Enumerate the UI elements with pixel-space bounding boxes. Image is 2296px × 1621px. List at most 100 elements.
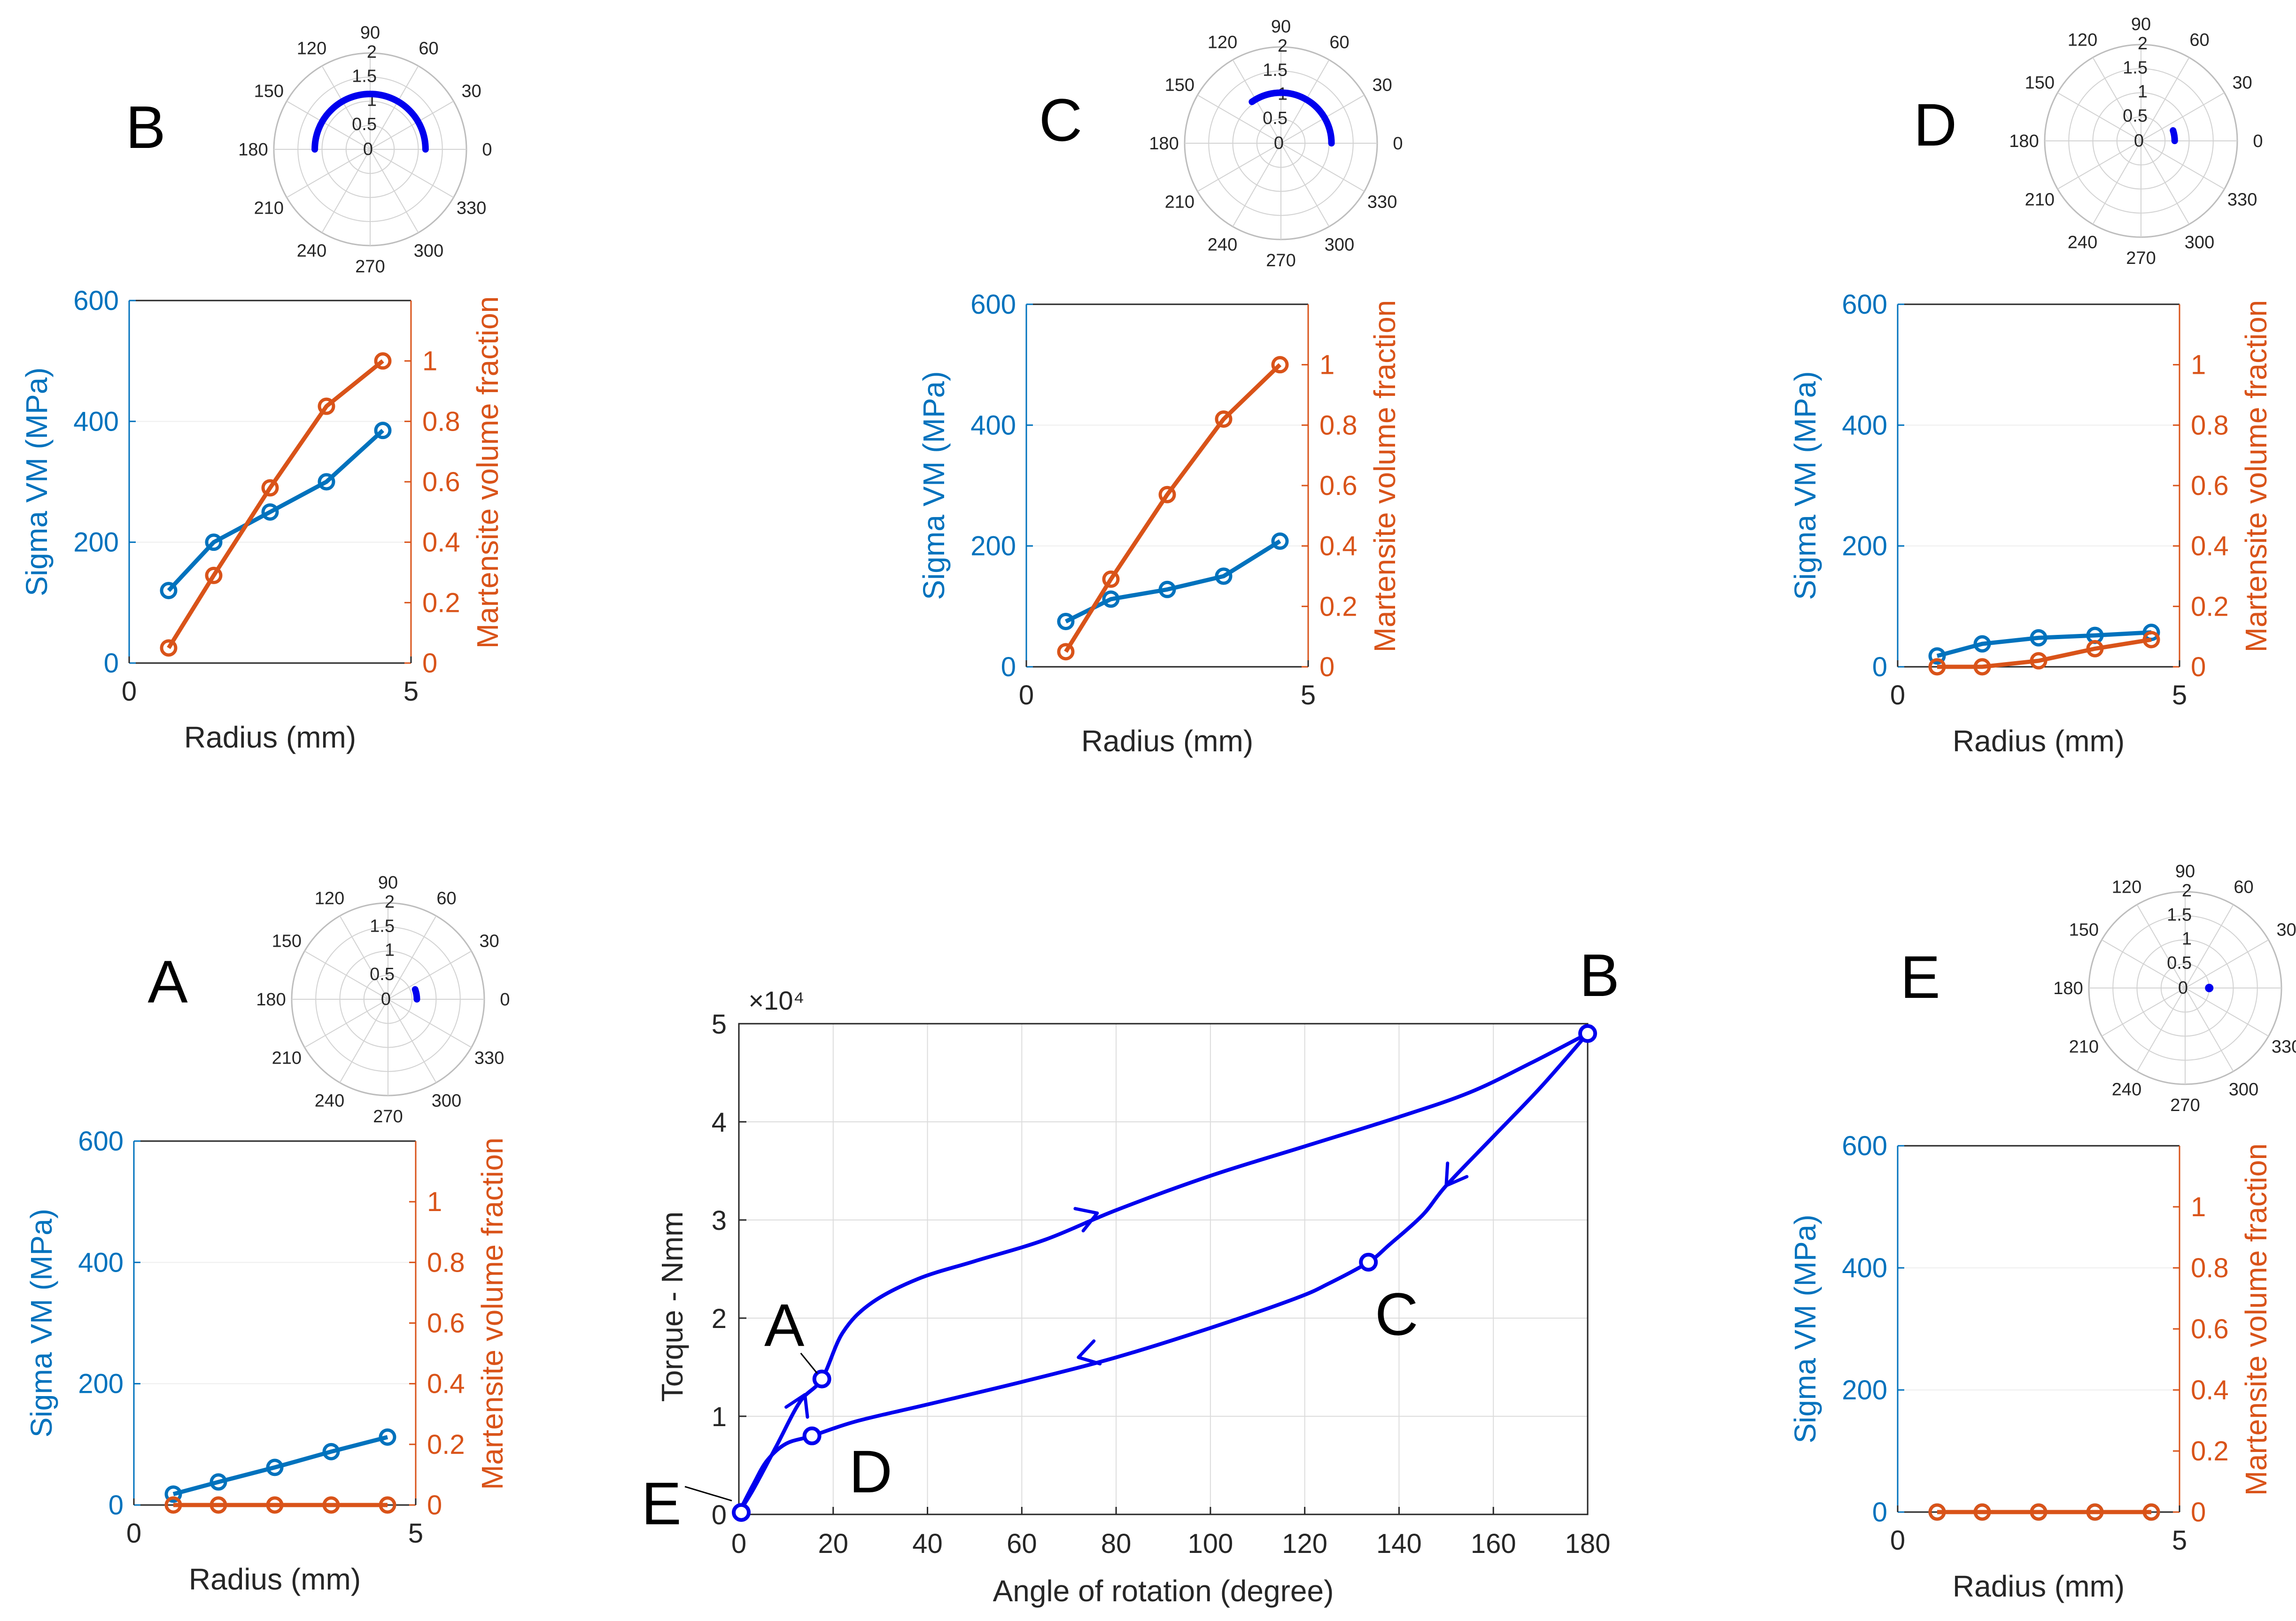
left-tick-label: 600	[1842, 1131, 1887, 1161]
right-tick-label: 0.6	[2191, 471, 2229, 501]
right-tick-label: 0	[2191, 652, 2206, 682]
left-axis-label: Sigma VM (MPa)	[1788, 371, 1822, 600]
polar-angle-label: 240	[2068, 233, 2097, 253]
polar-spoke	[2185, 988, 2234, 1072]
polar-spoke	[304, 950, 388, 1000]
loop-y-tick-label: 2	[712, 1304, 727, 1334]
loop-x-tick-label: 140	[1376, 1528, 1422, 1559]
polar-spoke	[370, 149, 454, 198]
left-tick-label: 200	[73, 527, 119, 558]
martensite-data-point	[1928, 1503, 1946, 1521]
right-tick-label: 0.8	[2191, 1253, 2229, 1283]
polar-spoke	[2057, 140, 2141, 190]
polar-spoke	[2136, 988, 2186, 1072]
torque-loop-plot: 0 20 40 60 80 100 120 140 160 180 0 1 2 3 4 5 ×10⁴ Angle …	[641, 942, 1619, 1608]
polar-spoke	[2185, 939, 2269, 988]
martensite-data-point	[1973, 658, 1991, 676]
right-tick-label: 0.2	[2191, 1436, 2229, 1467]
polar-angle-label: 180	[238, 140, 268, 160]
polar-angle-label: 330	[1367, 193, 1397, 212]
sigma-vm-data-point	[1158, 580, 1176, 598]
polar-angle-label: 90	[2131, 15, 2151, 34]
polar-spoke	[2101, 988, 2186, 1037]
right-tick-label: 0.2	[422, 587, 460, 618]
x-axis-label: Radius (mm)	[1081, 724, 1253, 758]
martensite-data-point	[164, 1496, 182, 1514]
polar-angle-label: 270	[1266, 251, 1295, 270]
polar-angle-label: 210	[2025, 190, 2055, 210]
polar-radius-label: 0.5	[352, 115, 377, 134]
polar-spoke	[388, 915, 437, 1000]
polar-radius-label: 1	[385, 941, 395, 960]
left-axis-label: Sigma VM (MPa)	[917, 371, 951, 600]
martensite-data-point	[1158, 486, 1176, 503]
state-marker-A	[812, 1369, 831, 1389]
polar-angle-label: 150	[2025, 73, 2055, 93]
polar-angle-label: 270	[2170, 1096, 2200, 1115]
left-tick-label: 400	[78, 1247, 124, 1278]
martensite-data-point	[266, 1496, 284, 1514]
loop-x-tick-label: 60	[1007, 1528, 1037, 1559]
left-tick-label: 400	[1842, 410, 1887, 440]
polar-angle-label: 180	[2053, 979, 2083, 998]
right-tick-label: 0.8	[427, 1247, 465, 1278]
polar-spoke	[2136, 904, 2186, 988]
direction-arrow	[1444, 1161, 1469, 1188]
loop-y-tick-label: 5	[712, 1009, 727, 1040]
polar-radius-label: 1	[2138, 82, 2148, 102]
loop-frame	[738, 1023, 1589, 1515]
state-letter-C: C	[1375, 1281, 1418, 1348]
sigma-vm-data-point	[160, 582, 178, 600]
state-marker-D	[802, 1426, 822, 1445]
polar-arc	[311, 91, 429, 153]
polar-plot-D: 0 30 60 90 120 150 180 210 240 270 300 330 0 0.5 1 1.5 2	[2009, 15, 2263, 268]
left-tick-label: 400	[1842, 1253, 1887, 1283]
polar-angle-label: 300	[2185, 233, 2214, 253]
loop-y-tick-label: 1	[712, 1402, 727, 1432]
right-tick-label: 0.8	[2191, 410, 2229, 440]
martensite-series-line	[1064, 363, 1282, 653]
left-tick-label: 0	[1872, 1497, 1887, 1528]
polar-angle-label: 120	[2068, 30, 2097, 50]
polar-angle-label: 240	[1208, 235, 1237, 255]
polar-angle-label: 120	[2112, 877, 2141, 897]
polar-spoke	[370, 65, 419, 150]
left-axis-label: Sigma VM (MPa)	[24, 1209, 58, 1437]
panel-letter-B: B	[125, 94, 165, 161]
panel-letter-E: E	[1900, 944, 1940, 1011]
loop-x-tick-label: 80	[1101, 1528, 1132, 1559]
right-tick-label: 1	[427, 1187, 442, 1217]
right-axis-label: Martensite volume fraction	[471, 296, 504, 649]
polar-angle-label: 0	[1393, 134, 1403, 154]
polar-spoke	[2141, 57, 2190, 141]
direction-arrow	[784, 1393, 809, 1419]
polar-plot-A: 0 30 60 90 120 150 180 210 240 270 300 330 0 0.5 1 1.5 2	[256, 873, 510, 1127]
polar-angle-label: 150	[272, 932, 302, 951]
polar-angle-label: 240	[315, 1091, 344, 1111]
left-tick-label: 400	[970, 410, 1016, 440]
martensite-data-point	[318, 397, 335, 415]
polar-spoke	[2185, 904, 2234, 988]
right-tick-label: 0.2	[2191, 591, 2229, 622]
polar-spoke	[1280, 143, 1365, 192]
loop-y-tick-label: 4	[712, 1107, 727, 1138]
polar-angle-label: 180	[2009, 131, 2039, 151]
polar-spoke	[321, 65, 371, 150]
left-tick-label: 400	[73, 406, 119, 437]
polar-arc	[411, 986, 420, 1003]
martensite-data-point	[261, 479, 279, 497]
martensite-data-point	[2030, 1503, 2048, 1521]
polar-spoke	[1232, 143, 1281, 227]
polar-radius-label: 1.5	[2167, 905, 2192, 925]
sigma-vm-data-point	[164, 1485, 182, 1503]
martensite-data-point	[1928, 658, 1946, 676]
martensite-series-line	[1937, 637, 2152, 669]
polar-angle-label: 150	[1165, 76, 1195, 95]
polar-angle-label: 180	[1149, 134, 1179, 154]
right-tick-label: 0.8	[422, 406, 460, 437]
polar-angle-label: 120	[315, 888, 344, 908]
x-axis-label: Radius (mm)	[189, 1562, 361, 1596]
